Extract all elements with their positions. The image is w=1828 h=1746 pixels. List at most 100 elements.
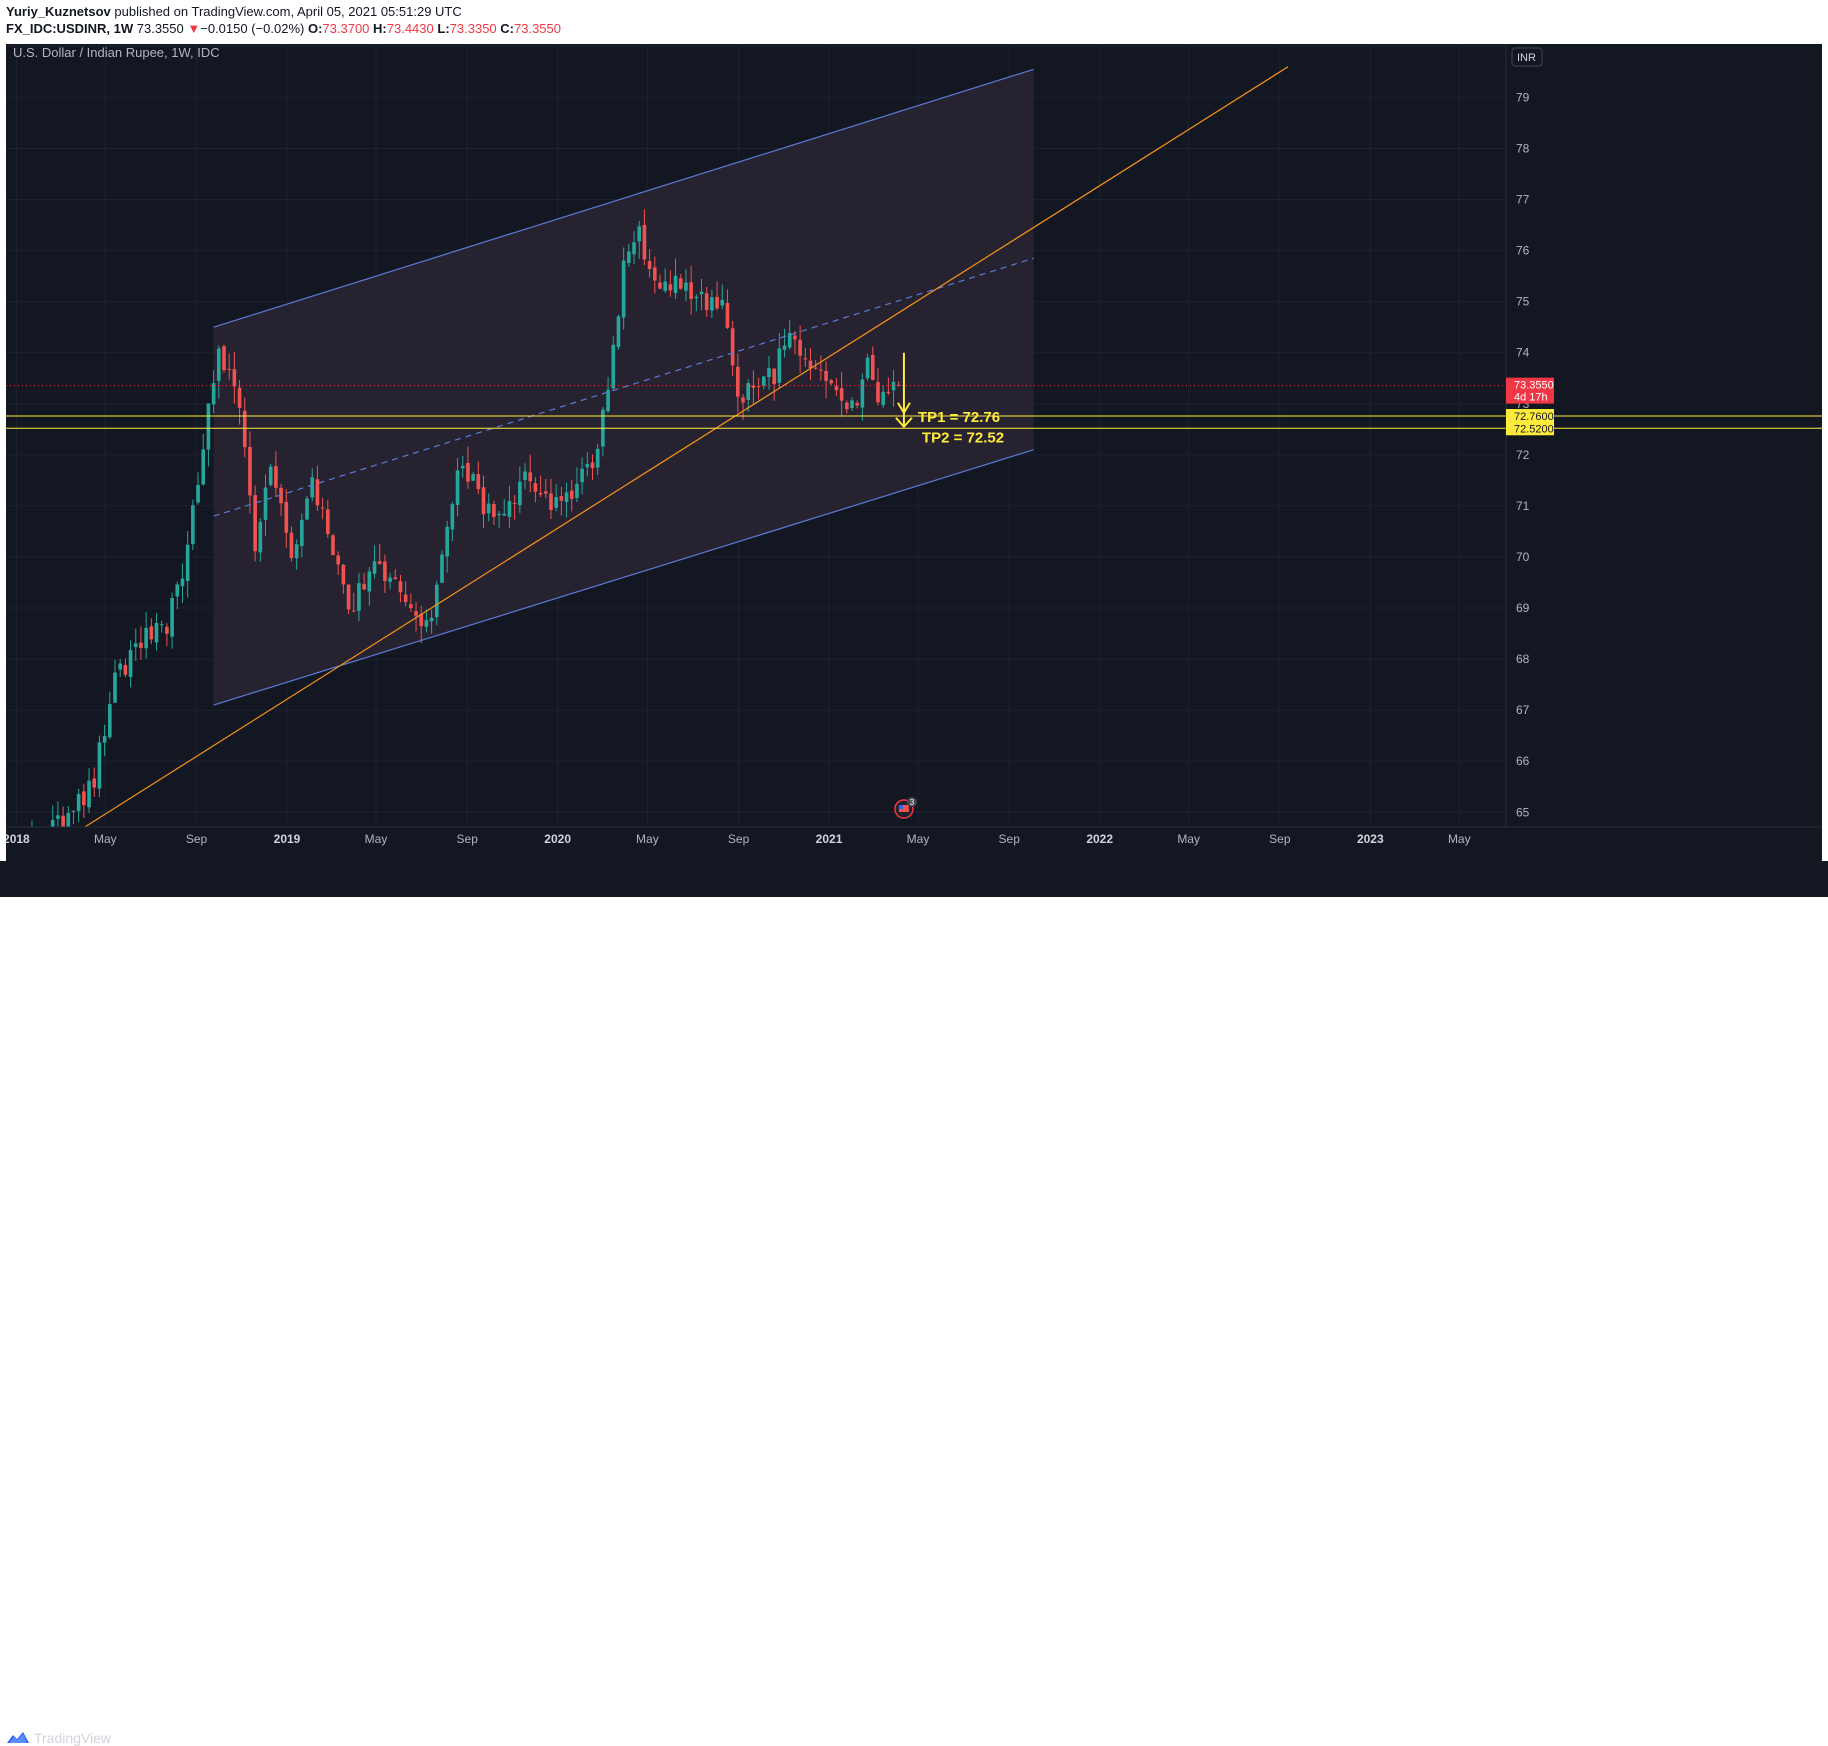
down-arrow-icon: ▼: [187, 21, 201, 36]
candle-body: [668, 284, 673, 291]
candle: [684, 269, 688, 302]
candle: [424, 609, 429, 633]
channel-upper-line: [213, 68, 1034, 328]
ohlc-row: FX_IDC:USDINR, 1W 73.3550 ▼−0.0150 (−0.0…: [6, 21, 561, 36]
candle: [466, 446, 470, 489]
price-label-box: [1506, 377, 1554, 404]
candle-body: [310, 477, 315, 498]
candle: [87, 768, 91, 814]
candle-body: [772, 368, 776, 385]
candle-body: [25, 847, 29, 858]
candle-body: [253, 495, 257, 552]
candle: [486, 493, 491, 522]
candle: [652, 256, 657, 294]
candle-body: [149, 626, 154, 640]
candle-body: [211, 383, 216, 405]
candle-body: [881, 391, 885, 406]
candle: [808, 348, 813, 381]
candle-body: [741, 397, 745, 403]
candle-body: [497, 513, 501, 516]
candle: [50, 805, 55, 827]
x-tick-label: 2020: [544, 832, 571, 846]
candle-body: [154, 622, 159, 643]
candle-body: [803, 358, 808, 360]
candle-body: [466, 462, 470, 482]
candle: [71, 810, 76, 825]
arrow-head: [895, 417, 913, 429]
candle-body: [414, 611, 418, 616]
candle: [414, 602, 418, 632]
candle: [870, 346, 875, 381]
us-flag-event-icon: 3: [894, 797, 917, 819]
candle: [632, 231, 636, 265]
tradingview-brand[interactable]: TradingView: [6, 1730, 111, 1746]
trend-line: [83, 66, 1289, 827]
candle: [689, 265, 693, 315]
candle: [538, 475, 543, 498]
candle: [315, 465, 320, 512]
candle: [20, 847, 24, 861]
candle: [720, 284, 725, 310]
candle: [627, 243, 631, 267]
candle: [102, 724, 107, 757]
candle-body: [50, 820, 55, 827]
candle-body: [829, 380, 834, 384]
candle: [751, 370, 756, 405]
candle: [434, 580, 439, 626]
candle: [289, 526, 294, 562]
candle-body: [274, 466, 278, 488]
currency-button-label: INR: [1517, 52, 1536, 64]
candle: [497, 510, 501, 529]
candle: [793, 330, 797, 355]
candle-body: [580, 468, 584, 483]
candle: [502, 499, 507, 516]
candle: [216, 345, 221, 399]
price-chart[interactable]: TP1 = 72.76 TP2 = 72.52 65 66 67 68 69 70 71 72 73…: [6, 44, 1822, 861]
candle-body: [71, 810, 76, 812]
x-tick-label: 2019: [274, 832, 301, 846]
candle: [398, 574, 403, 603]
y-tick-label: 77: [1516, 193, 1530, 207]
candle: [471, 471, 475, 482]
x-tick-label: Sep: [1269, 832, 1291, 846]
event-flag: [898, 805, 909, 812]
candle-body: [523, 471, 527, 481]
x-tick-label: Sep: [728, 832, 750, 846]
candle-body: [403, 594, 408, 602]
candle-body: [170, 598, 174, 637]
candle-body: [222, 346, 226, 371]
candle-body: [258, 521, 263, 553]
candle-body: [502, 513, 507, 516]
chart-area[interactable]: TP1 = 72.76 TP2 = 72.52 65 66 67 68 69 70 71 72 73…: [6, 44, 1822, 861]
x-tick-label: May: [636, 832, 659, 846]
candle: [580, 457, 584, 495]
candle-body: [642, 224, 647, 260]
candle-body: [549, 493, 553, 510]
candle-body: [450, 504, 455, 530]
candle-body: [808, 360, 813, 369]
candle-body: [543, 491, 548, 494]
author-name[interactable]: Yuriy_Kuznetsov: [6, 4, 111, 19]
candle-body: [419, 614, 424, 627]
open-value: 73.3700: [322, 21, 370, 36]
candle: [284, 489, 289, 548]
candle: [559, 486, 564, 516]
candle: [845, 400, 849, 414]
candle: [201, 433, 206, 486]
candle: [274, 451, 278, 498]
candle-body: [455, 470, 460, 505]
candle: [268, 463, 273, 487]
candle-body: [689, 282, 693, 299]
candle: [481, 475, 486, 529]
candle: [585, 452, 590, 477]
x-tick-label: 2021: [816, 832, 843, 846]
candle: [876, 368, 880, 406]
candle-body: [876, 382, 880, 403]
candle-body: [331, 535, 335, 556]
candle-body: [627, 251, 631, 264]
candle-body: [559, 496, 564, 501]
candle: [170, 592, 174, 649]
candle-body: [813, 367, 818, 369]
candle: [367, 566, 372, 606]
candle: [886, 377, 891, 396]
